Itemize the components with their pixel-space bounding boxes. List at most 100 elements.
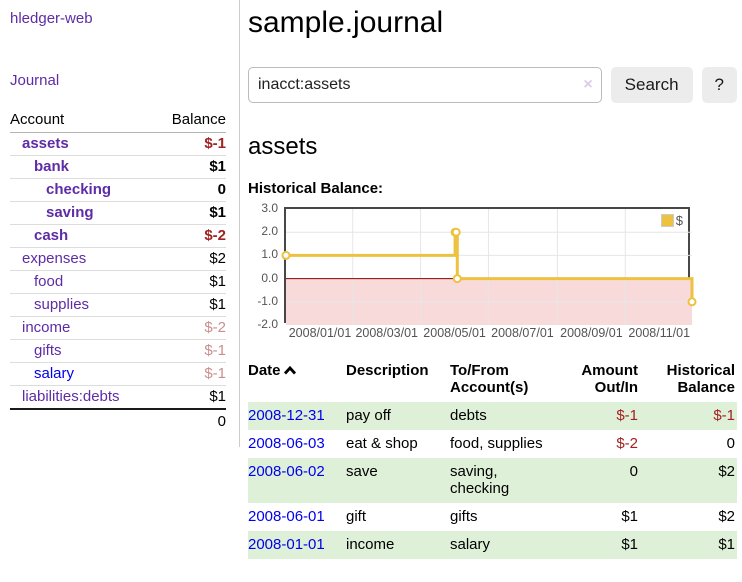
register-balance: $2	[718, 463, 735, 480]
account-balance: 0	[154, 178, 226, 202]
account-link[interactable]: assets	[22, 135, 69, 152]
accounts-total-spacer	[10, 408, 155, 433]
y-tick-label: 1.0	[261, 247, 278, 262]
account-link[interactable]: bank	[34, 158, 70, 175]
register-header-date[interactable]: Date	[248, 360, 346, 402]
register-row: 2008-01-01 income salary $1 $1	[248, 531, 737, 559]
accounts-header-balance: Balance	[154, 108, 226, 133]
account-row: bank $1	[10, 155, 226, 179]
account-link[interactable]: expenses	[22, 250, 87, 267]
y-tick-label: 3.0	[261, 201, 278, 215]
account-row: income $-2	[10, 316, 226, 340]
account-row: checking 0	[10, 178, 226, 202]
account-row: salary $-1	[10, 362, 226, 386]
account-link[interactable]: food	[34, 273, 64, 290]
register-date-link[interactable]: 2008-12-31	[248, 407, 325, 424]
clear-search-icon[interactable]: ×	[583, 76, 593, 93]
accounts-body: assets $-1 bank $1 checking 0 saving $1 cash $-2 e…	[10, 132, 226, 410]
y-tick-label: 2.0	[261, 224, 278, 239]
account-link[interactable]: liabilities:debts	[22, 388, 120, 405]
register-date-link[interactable]: 2008-06-01	[248, 508, 325, 525]
register-accounts: saving, checking	[450, 463, 510, 497]
account-row: saving $1	[10, 201, 226, 225]
x-tick-label: 2008/01/01	[288, 326, 352, 340]
account-balance: $-1	[154, 339, 226, 363]
legend-swatch-icon	[660, 214, 674, 227]
x-tick-label: 2008/11/01	[628, 326, 691, 340]
search-input-wrap: ×	[248, 67, 602, 103]
page-title: sample.journal	[248, 6, 444, 39]
x-tick-label: 2008/03/01	[355, 326, 419, 340]
account-link[interactable]: saving	[46, 204, 94, 221]
nav-journal-link[interactable]: Journal	[10, 72, 60, 89]
register-accounts: debts	[450, 407, 487, 424]
register-header-accounts: To/From Account(s)	[450, 362, 529, 396]
register-description: income	[346, 536, 395, 553]
accounts-total-row: 0	[10, 408, 226, 433]
register-date-link[interactable]: 2008-01-01	[248, 536, 325, 553]
sort-ascending-icon	[283, 365, 296, 375]
register-description: save	[346, 463, 378, 480]
register-row: 2008-06-02 save saving, checking 0 $2	[248, 458, 737, 503]
account-balance: $-1	[154, 132, 226, 156]
account-link[interactable]: checking	[46, 181, 112, 198]
accounts-header-row: Account Balance	[10, 108, 226, 133]
sidebar: hledger-web Journal Account Balance asse…	[0, 0, 240, 447]
account-link[interactable]: supplies	[34, 296, 90, 313]
sidebar-nav: Journal	[10, 72, 226, 89]
y-tick-label: -2.0	[257, 317, 278, 331]
account-balance: $-2	[154, 224, 226, 248]
register-date-link[interactable]: 2008-06-02	[248, 463, 325, 480]
account-balance: $1	[154, 293, 226, 317]
search-button[interactable]: Search	[610, 67, 693, 103]
account-balance: $1	[154, 270, 226, 294]
account-balance: $1	[154, 385, 226, 410]
register-accounts: salary	[450, 536, 491, 553]
register-amount: $1	[621, 508, 638, 525]
brand-link[interactable]: hledger-web	[10, 10, 93, 27]
page: hledger-web Journal Account Balance asse…	[0, 0, 737, 559]
account-row: cash $-2	[10, 224, 226, 248]
account-link[interactable]: income	[22, 319, 71, 336]
account-heading: assets	[248, 133, 318, 160]
account-link[interactable]: gifts	[34, 342, 62, 359]
brand: hledger-web	[10, 10, 226, 27]
register-table: Date Description To/From Account(s) Amou…	[248, 360, 737, 559]
register-row: 2008-06-01 gift gifts $1 $2	[248, 503, 737, 531]
register-row: 2008-12-31 pay off debts $-1 $-1	[248, 402, 737, 430]
y-tick-label: 0.0	[261, 270, 278, 285]
help-button[interactable]: ?	[701, 67, 737, 103]
register-amount: $-1	[616, 407, 638, 424]
register-header-row: Date Description To/From Account(s) Amou…	[248, 360, 737, 402]
register-amount: $1	[621, 536, 638, 553]
legend-label: $	[675, 213, 683, 228]
register-balance: $2	[718, 508, 735, 525]
register-description: gift	[346, 508, 367, 525]
register-amount: 0	[629, 463, 638, 480]
accounts-table: Account Balance assets $-1 bank $1 checking 0…	[10, 108, 226, 433]
chart-legend: $	[660, 213, 683, 228]
register-description: pay off	[346, 407, 391, 424]
account-row: assets $-1	[10, 132, 226, 156]
account-row: gifts $-1	[10, 339, 226, 363]
register-description: eat & shop	[346, 435, 418, 452]
register-balance: 0	[726, 435, 735, 452]
account-balance: $1	[154, 201, 226, 225]
register-header-description: Description	[346, 362, 429, 379]
chart-x-axis: 2008/01/01 2008/03/01 2008/05/01 2008/07/01…	[284, 326, 737, 344]
chart-plot[interactable]: $	[281, 207, 697, 325]
account-link[interactable]: salary	[34, 365, 75, 382]
chart-title: Historical Balance:	[248, 180, 384, 197]
account-row: expenses $2	[10, 247, 226, 271]
register-date-link[interactable]: 2008-06-03	[248, 435, 325, 452]
x-tick-label: 2008/09/01	[560, 326, 623, 340]
accounts-total-balance: 0	[154, 408, 226, 433]
account-balance: $2	[154, 247, 226, 271]
account-balance: $-1	[154, 362, 226, 386]
chart-svg	[281, 209, 697, 325]
search-form: × Search ?	[248, 67, 737, 103]
account-link[interactable]: cash	[34, 227, 69, 244]
search-input[interactable]	[248, 67, 602, 103]
account-row: supplies $1	[10, 293, 226, 317]
balance-chart: 3.0 2.0 1.0 0.0 -1.0 -2.0 $ 2008/01/01 2008/03…	[248, 201, 737, 344]
